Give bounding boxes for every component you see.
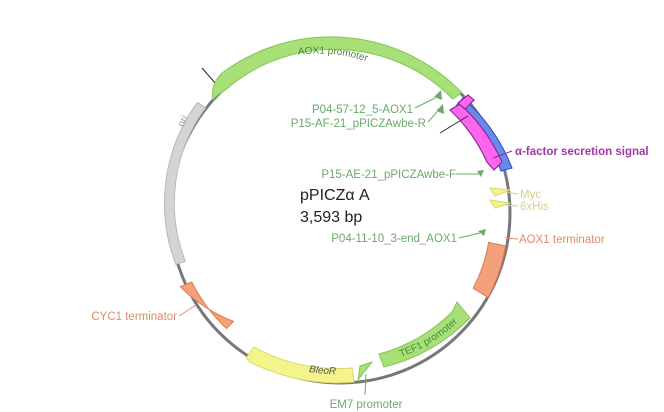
tef1-promoter-label: TEF1 promoter [398,316,460,360]
his-label[interactable]: 6xHis [520,201,549,213]
leader-p04-57 [414,97,436,109]
leader-alpha-inner [439,115,469,134]
primer-p04-57-marker[interactable] [434,90,442,100]
leader-cyc1-terminator [178,304,197,317]
primer-p04-57-label[interactable]: P04-57-12_5-AOX1 [312,104,413,116]
leader-p15-af [427,111,438,123]
bleor-label: BleoR [308,364,336,377]
bleor-arc[interactable] [245,346,355,384]
aox1-promoter-arc[interactable] [212,36,463,102]
his-arrow[interactable] [489,199,511,209]
cyc1-terminator-label[interactable]: CYC1 terminator [91,311,177,323]
leader-p04-11 [458,232,481,239]
aox1-terminator-label[interactable]: AOX1 terminator [519,234,605,246]
em7-promoter-arc[interactable] [357,361,374,382]
plasmid-length: 3,593 bp [300,209,362,226]
primer-p15-af-label[interactable]: P15-AF-21_pPICZAwbe-R [291,118,426,130]
cyc1-terminator-arc[interactable] [179,281,235,330]
leader-aox1-terminator [504,237,519,240]
alpha-factor-label[interactable]: α-factor secretion signal [515,146,649,158]
aox1-terminator-arc[interactable] [472,241,507,299]
primer-p15-af-marker[interactable] [436,104,444,114]
leader-his [504,204,519,207]
ori-label: ori [176,114,191,129]
leader-em7 [364,373,367,396]
primer-p15-ae-label[interactable]: P15-AE-21_pPICZAwbe-F [321,169,456,181]
leader-alpha-factor [492,150,513,159]
leader-myc [504,191,519,195]
ori-arc[interactable] [163,101,207,266]
tef1-promoter-arc[interactable] [378,301,471,368]
primer-p04-11-marker[interactable] [478,229,486,236]
origin-tick [201,67,217,85]
alpha-factor-handle [457,94,475,110]
plasmid-name: pPICZα A [300,187,370,204]
primer-p15-ae-marker[interactable] [477,170,484,177]
myc-label[interactable]: Myc [520,189,541,201]
myc-arrow[interactable] [489,187,511,197]
em7-promoter-label[interactable]: EM7 promoter [330,399,403,411]
alpha-factor-arc[interactable] [449,103,503,171]
primer-p04-11-label[interactable]: P04-11-10_3-end_AOX1 [331,233,457,245]
